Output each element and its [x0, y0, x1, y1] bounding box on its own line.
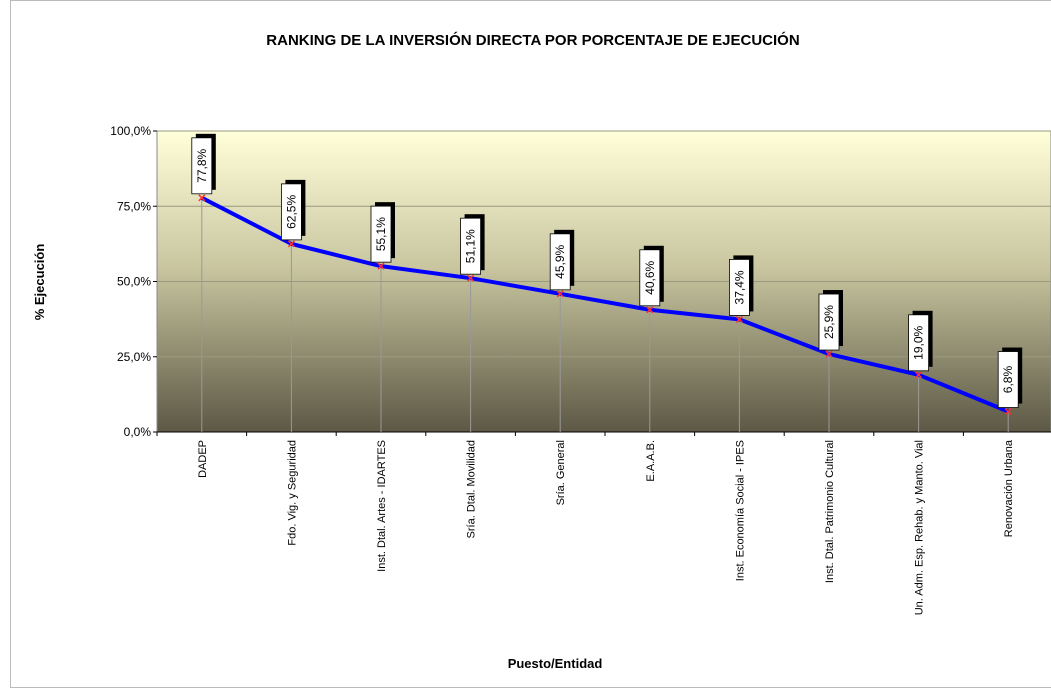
- series-line: [200, 196, 1009, 414]
- marker: [735, 315, 743, 323]
- data-label: 62,5%: [284, 195, 298, 229]
- x-tick-label: Inst. Dtal. Patrimonio Cultural: [824, 440, 836, 583]
- marker: [915, 371, 923, 379]
- marker: [556, 290, 564, 298]
- y-tick-label: 100,0%: [110, 124, 151, 138]
- marker: [825, 350, 833, 358]
- data-label: 19,0%: [912, 325, 926, 359]
- data-label: 77,8%: [195, 148, 209, 182]
- x-axis-label: Puesto/Entidad: [508, 656, 603, 671]
- x-tick-label: Fdo. Vig. y Seguridad: [286, 440, 298, 546]
- label-box: [460, 217, 482, 275]
- data-label: 6,8%: [1001, 366, 1015, 394]
- x-tick-label: DADEP: [197, 440, 209, 478]
- marker: [646, 306, 654, 314]
- label-box: [908, 314, 929, 372]
- y-tick-label: 25,0%: [117, 350, 151, 364]
- y-tick-label: 75,0%: [117, 199, 151, 213]
- chart-border: [10, 0, 1051, 688]
- y-axis-label: % Ejecución: [32, 244, 47, 321]
- marker: [287, 240, 295, 248]
- x-tick-label: Sría. General: [555, 440, 567, 505]
- marker: [377, 262, 385, 270]
- marker: [198, 194, 206, 202]
- data-label: 45,9%: [553, 245, 567, 279]
- chart-title: RANKING DE LA INVERSIÓN DIRECTA POR PORC…: [266, 31, 799, 49]
- x-tick-label: Renovación Urbana: [1003, 439, 1015, 537]
- marker: [467, 274, 475, 282]
- data-label: 55,1%: [374, 217, 388, 251]
- x-tick-label: Inst. Dtal. Artes - IDARTES: [376, 440, 388, 572]
- label-box: [549, 233, 571, 291]
- label-box: [191, 137, 213, 195]
- data-label: 40,6%: [643, 260, 657, 294]
- x-tick-label: Un. Adm. Esp. Rehab. y Manto. Vial: [914, 440, 926, 615]
- label-box: [280, 183, 302, 241]
- label-box: [997, 351, 1019, 408]
- label-box: [370, 205, 392, 263]
- x-tick-label: Inst. Economía Social - IPES: [734, 440, 746, 581]
- y-tick-label: 0,0%: [124, 425, 152, 439]
- label-box: [818, 293, 840, 351]
- x-tick-label: E.A.A.B.: [645, 440, 657, 482]
- data-label: 37,4%: [732, 270, 746, 304]
- data-label: 51,1%: [464, 229, 478, 263]
- label-box: [639, 249, 661, 307]
- data-label: 25,9%: [822, 305, 836, 339]
- y-tick-label: 50,0%: [117, 275, 151, 289]
- marker: [1004, 408, 1012, 416]
- label-box: [729, 259, 750, 316]
- x-tick-label: Sría. Dtal. Movilidad: [466, 440, 478, 538]
